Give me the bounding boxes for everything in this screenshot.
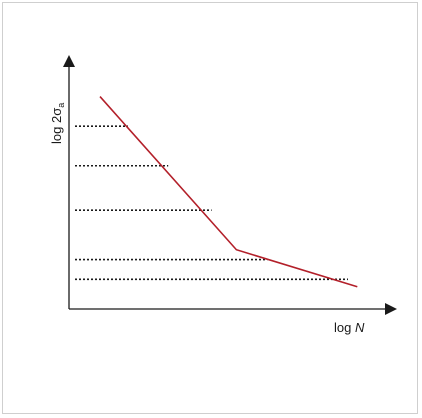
- y-axis-label-subscript: a: [56, 103, 66, 108]
- guide-lines: [75, 125, 348, 281]
- series-group: [99, 96, 358, 288]
- x-axis-label-variable: N: [355, 320, 365, 335]
- y-axis-label: log 2σa: [49, 103, 66, 144]
- series-line-1: [99, 96, 358, 288]
- x-axis-arrowhead: [385, 303, 397, 315]
- chart-frame: [2, 2, 418, 414]
- x-axis-label: log N: [334, 320, 365, 335]
- y-axis-arrowhead: [63, 55, 75, 67]
